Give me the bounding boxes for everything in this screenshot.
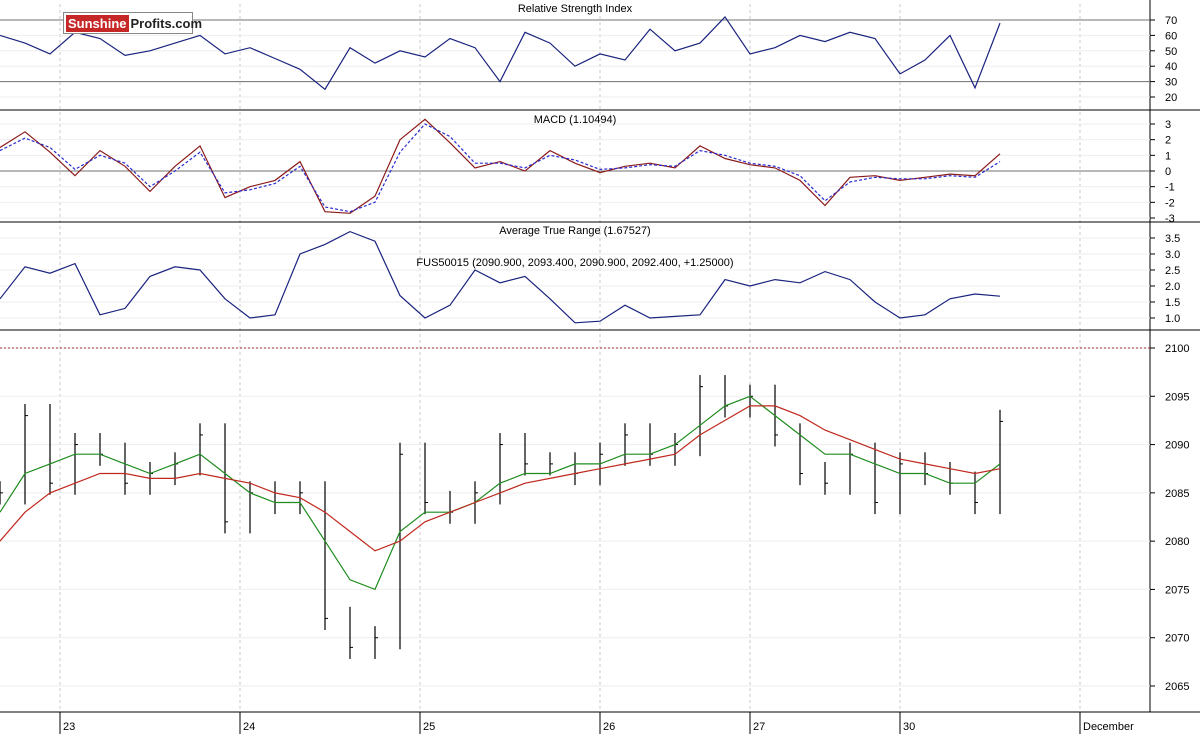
x-tick-label: 26	[603, 721, 615, 733]
y-tick-label: 2	[1165, 135, 1171, 147]
y-tick-label: 3.0	[1165, 249, 1180, 261]
y-tick-label: 2085	[1165, 488, 1189, 500]
y-tick-label: 0	[1165, 166, 1171, 178]
y-tick-label: 40	[1165, 61, 1177, 73]
y-tick-label: 3.5	[1165, 233, 1180, 245]
panel-title: Relative Strength Index	[518, 3, 633, 15]
y-tick-label: 2095	[1165, 391, 1189, 403]
y-tick-label: 2070	[1165, 633, 1189, 645]
y-tick-label: 1.5	[1165, 297, 1180, 309]
y-tick-label: 2.5	[1165, 265, 1180, 277]
y-tick-label: 1.0	[1165, 313, 1180, 325]
y-tick-label: -2	[1165, 197, 1175, 209]
x-tick-label: 24	[243, 721, 255, 733]
y-tick-label: 2.0	[1165, 281, 1180, 293]
x-tick-label: 30	[903, 721, 915, 733]
y-tick-label: 2080	[1165, 536, 1189, 548]
y-tick-label: 2100	[1165, 343, 1189, 355]
indicator-line	[0, 15, 1001, 91]
panel-title: FUS50015 (2090.900, 2093.400, 2090.900, …	[416, 257, 733, 269]
y-tick-label: -1	[1165, 182, 1175, 194]
x-tick-label: December	[1083, 721, 1134, 733]
y-tick-label: 70	[1165, 15, 1177, 27]
panel-title: Average True Range (1.67527)	[499, 225, 650, 237]
y-tick-label: -3	[1165, 213, 1175, 225]
series-line-0	[0, 118, 1001, 214]
y-tick-label: 3	[1165, 119, 1171, 131]
y-tick-label: 2090	[1165, 440, 1189, 452]
x-tick-label: 23	[63, 721, 75, 733]
y-tick-label: 50	[1165, 46, 1177, 58]
sunshine-profits-logo: Sunshine Profits.com	[63, 12, 202, 34]
panel-title: MACD (1.10494)	[534, 114, 617, 126]
series-line-1	[0, 123, 1001, 213]
logo-part-sunshine: Sunshine	[66, 14, 129, 32]
panel-macd: 3 2 1 0 -1 -2 -3 MACD (1.10494)	[0, 114, 1175, 225]
x-tick-label: 27	[753, 721, 765, 733]
panel-atr: 3.5 3.0 2.5 2.0 1.5 1.0 Average True Range (1.…	[0, 225, 1180, 325]
y-tick-label: 20	[1165, 92, 1177, 104]
y-tick-label: 2065	[1165, 681, 1189, 693]
series-line-2	[0, 405, 1001, 552]
y-tick-label: 60	[1165, 30, 1177, 42]
panel-price: 2100 2095 2090 2085 2080 2075 2070 2065 FUS50015…	[0, 257, 1189, 693]
y-tick-label: 2075	[1165, 584, 1189, 596]
logo-part-profits: Profits.com	[130, 15, 203, 31]
y-tick-label: 30	[1165, 77, 1177, 89]
series-line-1	[0, 395, 1001, 591]
indicator-line	[0, 230, 1001, 324]
x-tick-label: 25	[423, 721, 435, 733]
y-tick-label: 1	[1165, 150, 1171, 162]
